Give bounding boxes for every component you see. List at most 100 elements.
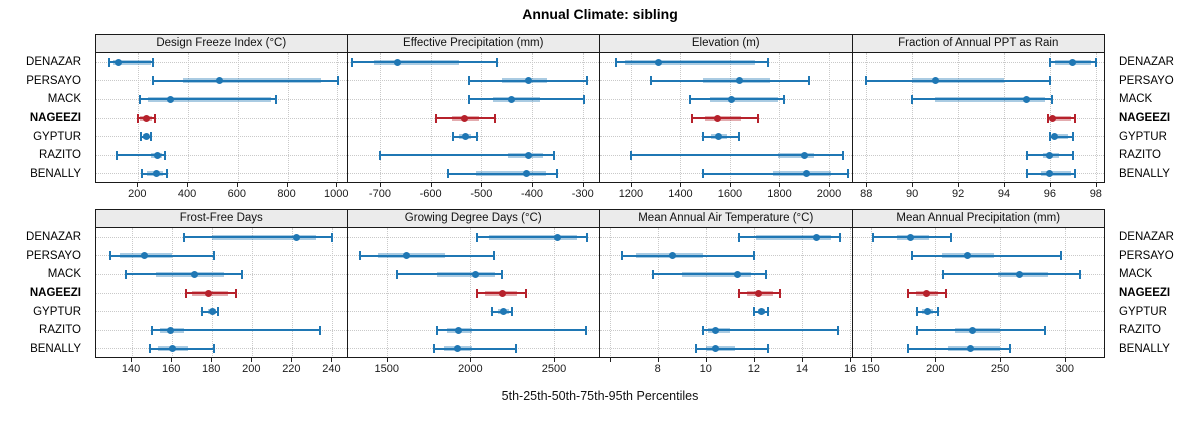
site-label-right-denazar: DENAZAR [1119,231,1174,244]
gridline-horizontal [600,292,852,294]
axis-tick-label: -600 [419,188,442,200]
axis-tick-label: 140 [121,363,141,375]
median-dot [711,345,719,353]
axis-tick [912,183,914,187]
x-axis-caption: 5th-25th-50th-75th-95th Percentiles [501,389,699,403]
whisker-cap [1071,150,1074,160]
whisker-cap [1059,251,1062,261]
whisker-cap [944,288,947,298]
gridline-horizontal [852,236,1104,238]
median-dot [167,95,175,103]
gridline-horizontal [96,173,347,175]
whisker-cap [695,344,698,354]
whisker-line [126,273,243,276]
whisker-cap [1046,113,1049,123]
panel-strip-fraction-of-annual-ppt-as-rain: Fraction of Annual PPT as Rain [852,34,1105,53]
whisker-cap [764,269,767,279]
whisker-cap [432,344,435,354]
axis-tick-label: 150 [861,363,880,375]
whisker-cap [702,325,705,335]
axis-tick [131,358,133,362]
axis-tick [1095,183,1097,187]
panel-strip-mean-annual-air-temperature-c: Mean Annual Air Temperature (°C) [600,209,853,228]
axis-tick-label: 1800 [767,188,792,200]
gridline-horizontal [96,255,347,257]
whisker-cap [137,113,140,123]
whisker-cap [1094,57,1097,67]
median-dot [208,308,216,316]
whisker-line [917,329,1046,332]
median-dot [498,289,506,297]
whisker-cap [201,307,204,317]
axis-tick-label: 90 [906,188,919,200]
gridline-horizontal [600,311,852,313]
whisker-line [352,61,497,64]
whisker-cap [767,344,770,354]
median-dot [1046,151,1054,159]
axis-tick-label: 1600 [717,188,743,200]
panel-strip-effective-precipitation-mm: Effective Precipitation (mm) [347,34,600,53]
whisker-cap [738,232,741,242]
site-label-right-gyptur: GYPTUR [1119,130,1167,143]
panel-mean-annual-precipitation-mm [852,228,1105,358]
whisker-cap [907,288,910,298]
axis-tick [386,358,388,362]
whisker-cap [501,269,504,279]
median-dot [654,58,662,66]
axis-tick-label: 220 [282,363,301,375]
axis-tick [866,183,868,187]
median-dot [1069,58,1077,66]
axis-tick [802,358,803,362]
axis-tick-label: 400 [177,188,197,200]
panel-strip-elevation-m: Elevation (m) [600,34,853,53]
median-dot [553,233,561,241]
whisker-cap [138,94,141,104]
gridline-horizontal [852,117,1104,119]
panel-strip-design-freeze-index-c: Design Freeze Index (°C) [95,34,348,53]
whisker-cap [511,307,514,317]
whisker-cap [336,76,339,86]
median-dot [453,345,461,353]
axis-tick-label: 16 [843,363,857,375]
axis-tick-label: 250 [990,363,1010,375]
whisker-cap [1048,57,1051,67]
whisker-cap [447,169,450,179]
site-label-left-nageezi: NAGEEZI [29,287,81,299]
median-dot [711,326,719,334]
whisker-cap [651,269,654,279]
panel-growing-degree-days-c [347,228,600,358]
axis-tick-label: 1000 [324,188,349,200]
whisker-cap [629,150,632,160]
axis-tick [582,183,584,187]
whisker-line [650,79,810,82]
site-label-right-benally: BENALLY [1119,342,1170,355]
whisker-cap [150,132,153,142]
axis-tick [753,358,755,362]
axis-tick [286,183,288,187]
median-dot [713,114,721,122]
whisker-cap [514,344,517,354]
whisker-cap [911,94,914,104]
whisker-cap [235,288,238,298]
axis-tick [779,183,781,187]
whisker-cap [737,132,740,142]
axis-tick-label: 800 [277,188,296,200]
whisker-cap [916,307,919,317]
median-dot [152,170,160,178]
axis-tick [532,183,534,187]
axis-tick-label: 88 [860,188,873,200]
median-dot [1016,270,1024,278]
whisker-cap [395,269,398,279]
gridline-horizontal [96,311,347,313]
panel-design-freeze-index-c [95,53,348,183]
median-dot [142,133,150,141]
axis-tick [1064,358,1066,362]
gridline-horizontal [852,61,1104,63]
site-label-left-razito: RAZITO [39,149,81,162]
axis-tick [958,183,960,187]
axis-tick [171,358,173,362]
median-dot [140,252,148,260]
whisker-cap [241,269,244,279]
site-label-right-gyptur: GYPTUR [1119,305,1167,318]
whisker-line [943,273,1081,276]
